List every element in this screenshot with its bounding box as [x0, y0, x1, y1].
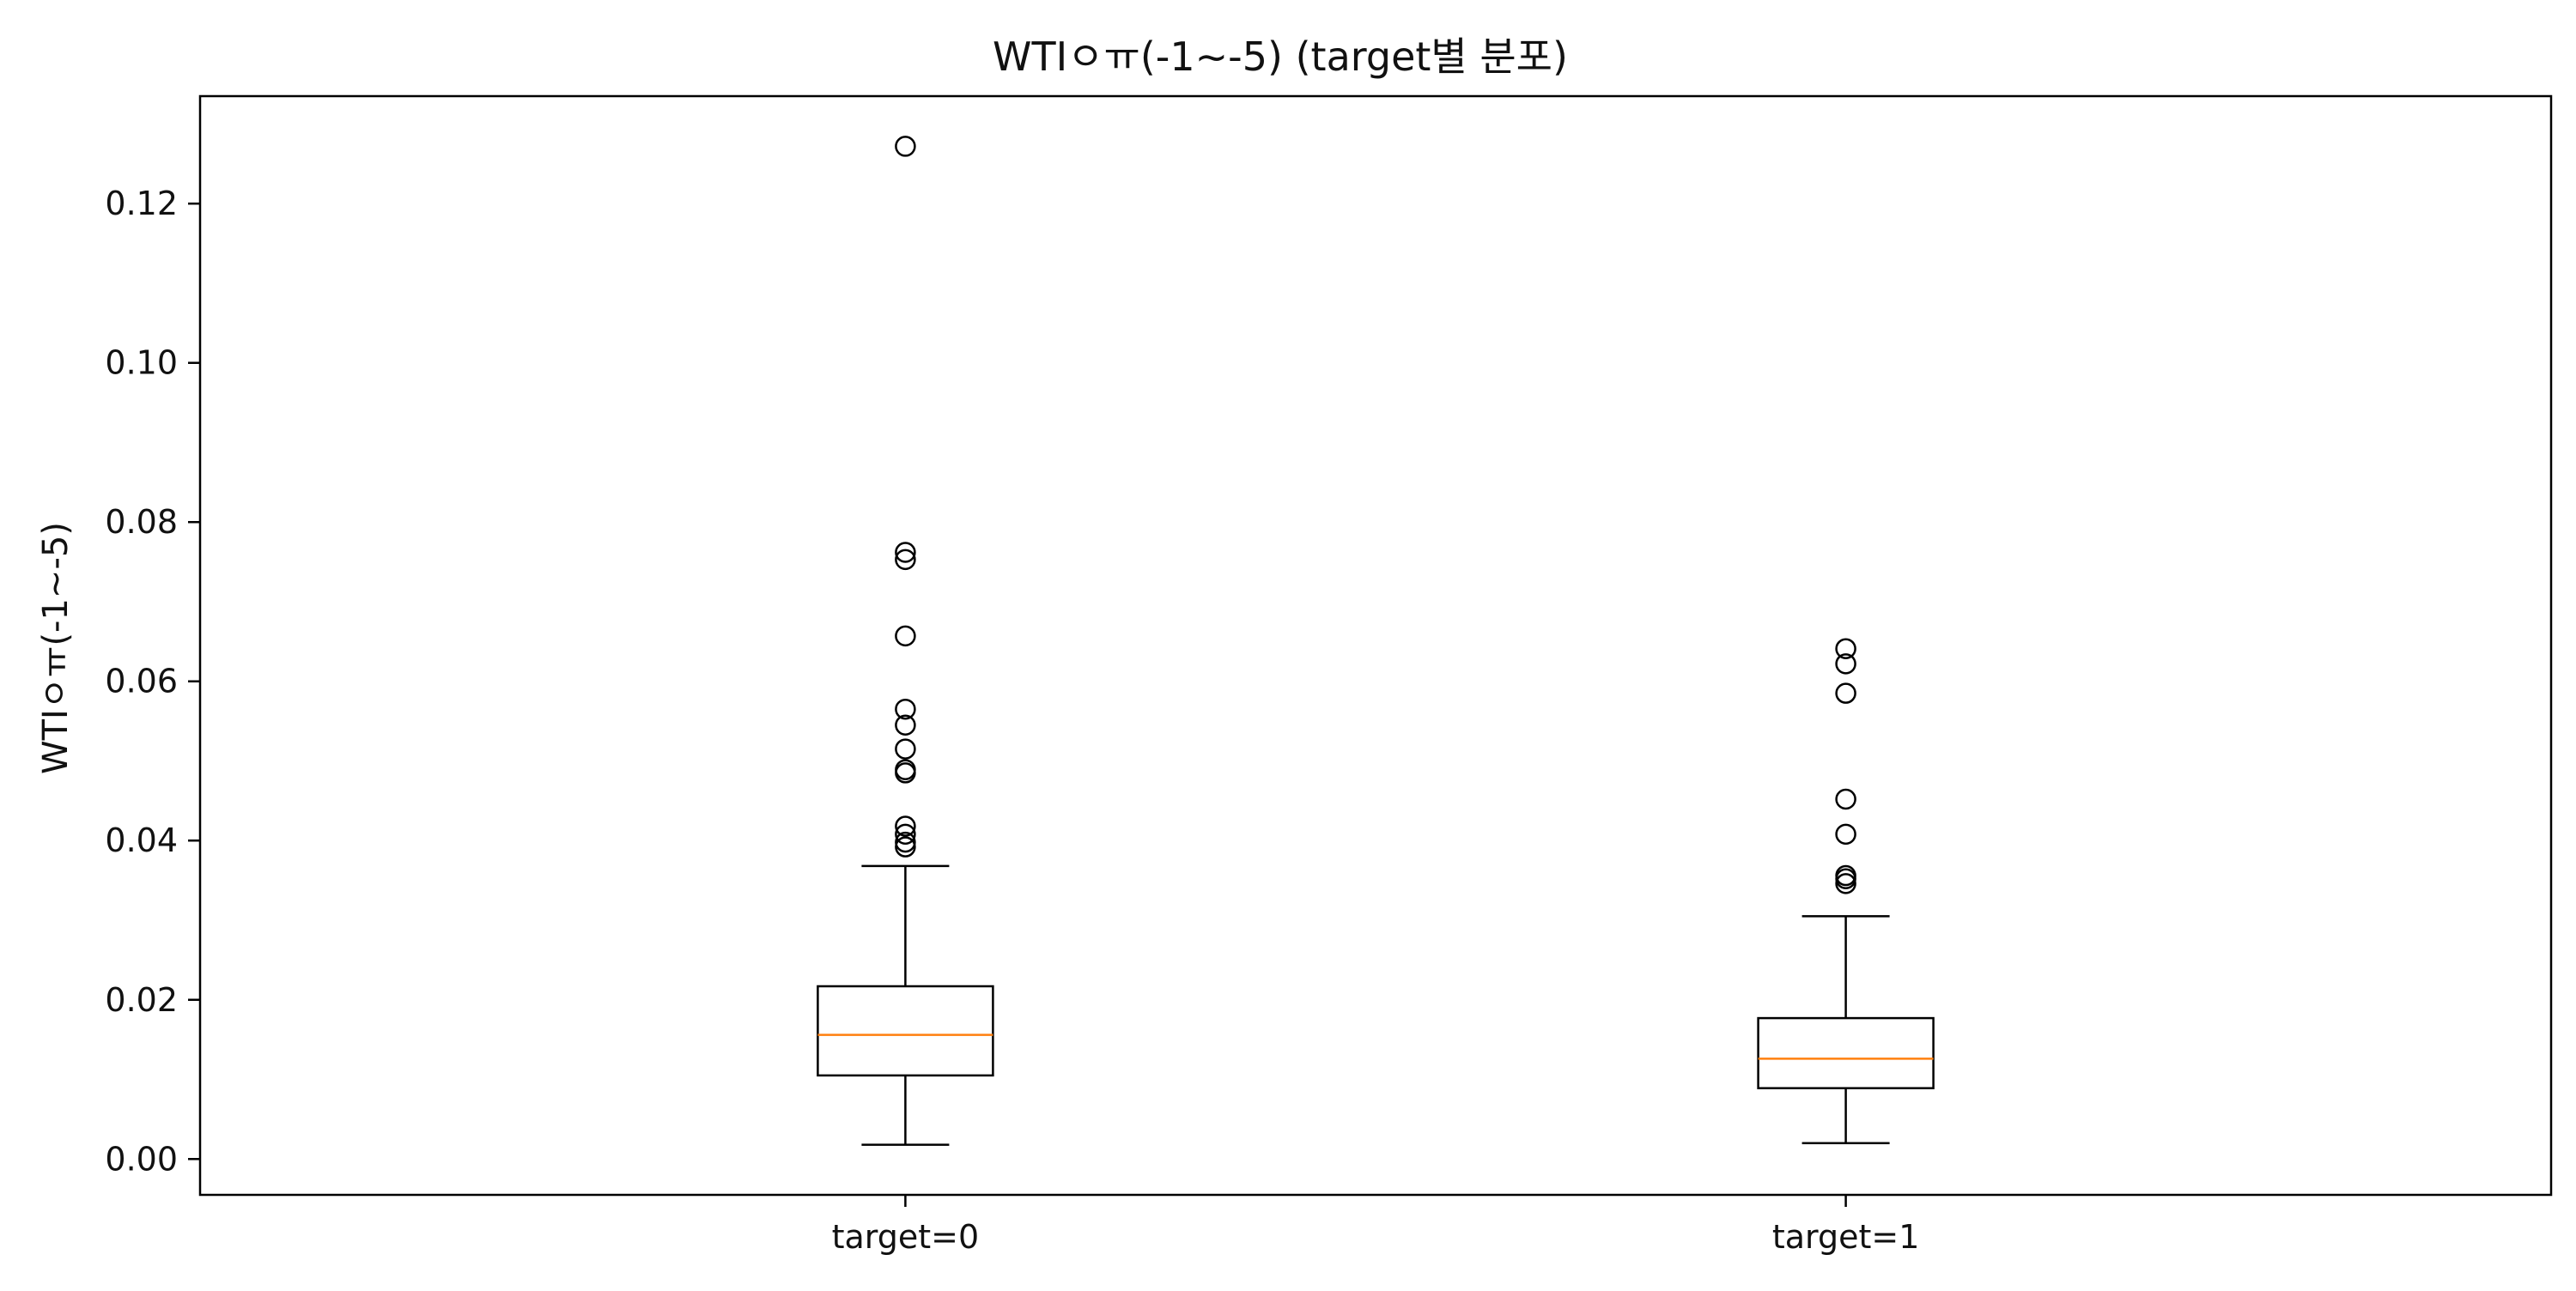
outlier-point	[1835, 638, 1856, 659]
y-tick-label: 0.12	[105, 185, 178, 222]
outlier-point	[1835, 823, 1856, 846]
outlier-point	[895, 714, 916, 736]
outlier-point	[895, 698, 916, 720]
outlier-point	[895, 762, 916, 784]
outlier-point	[1835, 682, 1856, 704]
x-tick-label: target=0	[832, 1218, 980, 1256]
outlier-point	[895, 738, 916, 760]
outlier-point	[895, 542, 916, 563]
outlier-point	[895, 831, 916, 853]
y-axis-label: WTIㅇㅠ(-1~-5)	[36, 522, 76, 774]
outlier-point	[1835, 788, 1856, 810]
outlier-point	[895, 625, 916, 647]
outlier-point	[895, 836, 916, 858]
outlier-point	[895, 823, 916, 846]
chart-title: WTIㅇㅠ(-1~-5) (target별 분포)	[993, 33, 1568, 80]
outlier-point	[1835, 868, 1856, 890]
plot-area: 0.00 0.02 0.04 0.06 0.08 0.10 0.12 target=0 targ…	[105, 136, 1935, 1256]
outlier-point	[895, 549, 916, 571]
outlier-point	[1835, 873, 1856, 894]
y-tick-label: 0.06	[105, 663, 178, 700]
y-tick-label: 0.00	[105, 1140, 178, 1178]
y-tick-label: 0.02	[105, 981, 178, 1019]
box-iqr	[1757, 1016, 1935, 1089]
plot-frame	[198, 94, 2553, 1197]
box-iqr	[817, 985, 994, 1077]
y-tick-label: 0.04	[105, 821, 178, 859]
x-tick-label: target=1	[1772, 1218, 1920, 1256]
outlier-point	[1835, 653, 1856, 675]
outlier-point	[895, 815, 916, 837]
outlier-point	[895, 136, 916, 157]
y-tick-label: 0.10	[105, 344, 178, 382]
y-tick-label: 0.08	[105, 503, 178, 541]
